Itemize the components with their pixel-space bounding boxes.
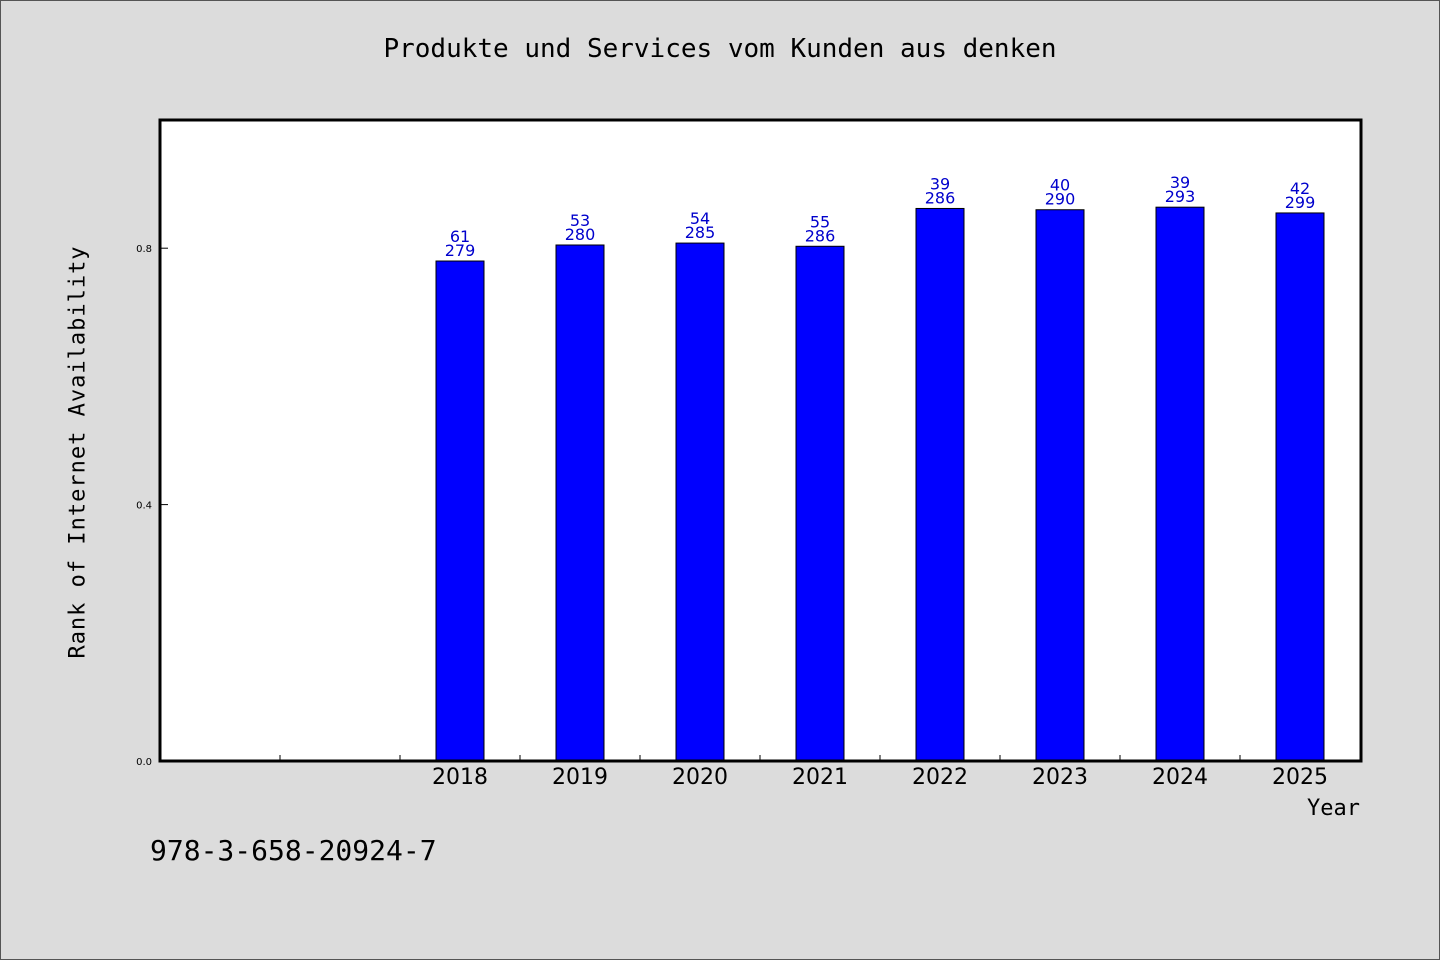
plot-border: [158, 118, 1363, 763]
bar: [1035, 209, 1085, 762]
x-tick-label: 2022: [912, 765, 968, 790]
bar-label-bottom: 280: [565, 225, 596, 244]
bar-label-bottom: 285: [685, 223, 716, 242]
bar-label-top: 54: [690, 209, 710, 228]
bar-label-bottom: 299: [1285, 193, 1316, 212]
axes-group: 0.0 0.4 0.8 2018 2019 2020 2021 2022 2023 2024 202…: [136, 244, 1328, 790]
bar-label-top: 39: [1170, 173, 1190, 192]
bar-label-top: 39: [930, 174, 950, 193]
bar-label-top: 40: [1050, 176, 1070, 195]
x-tick-label: 2025: [1272, 765, 1328, 790]
bar-label-bottom: 286: [925, 188, 956, 207]
y-tick-label: 0.8: [136, 244, 152, 255]
bar: [435, 260, 485, 762]
x-tick-label: 2020: [672, 765, 728, 790]
bar: [795, 245, 845, 762]
bar: [1275, 212, 1325, 762]
bar-label-bottom: 279: [445, 241, 476, 260]
x-tick-label: 2024: [1152, 765, 1208, 790]
bar-label-bottom: 293: [1165, 187, 1196, 206]
x-tick-label: 2023: [1032, 765, 1088, 790]
bar-label-bottom: 286: [805, 226, 836, 245]
x-axis-label: Year: [1307, 796, 1360, 821]
bar-label-top: 55: [810, 212, 830, 231]
y-tick-label: 0.0: [136, 757, 152, 768]
chart-title: Produkte und Services vom Kunden aus den…: [383, 34, 1057, 64]
x-tick-label: 2018: [432, 765, 488, 790]
y-tick-label: 0.4: [136, 501, 152, 512]
x-tick-label: 2019: [552, 765, 608, 790]
bar-label-top: 53: [570, 211, 590, 230]
bar: [915, 207, 965, 762]
bar-label-top: 42: [1290, 179, 1310, 198]
isbn-text: 978-3-658-20924-7: [150, 834, 437, 867]
bar-label-top: 61: [450, 227, 470, 246]
bar: [1155, 206, 1205, 762]
bar-label-bottom: 290: [1045, 190, 1076, 209]
bar: [675, 242, 725, 762]
x-tick-label: 2021: [792, 765, 848, 790]
bar: [555, 244, 605, 762]
